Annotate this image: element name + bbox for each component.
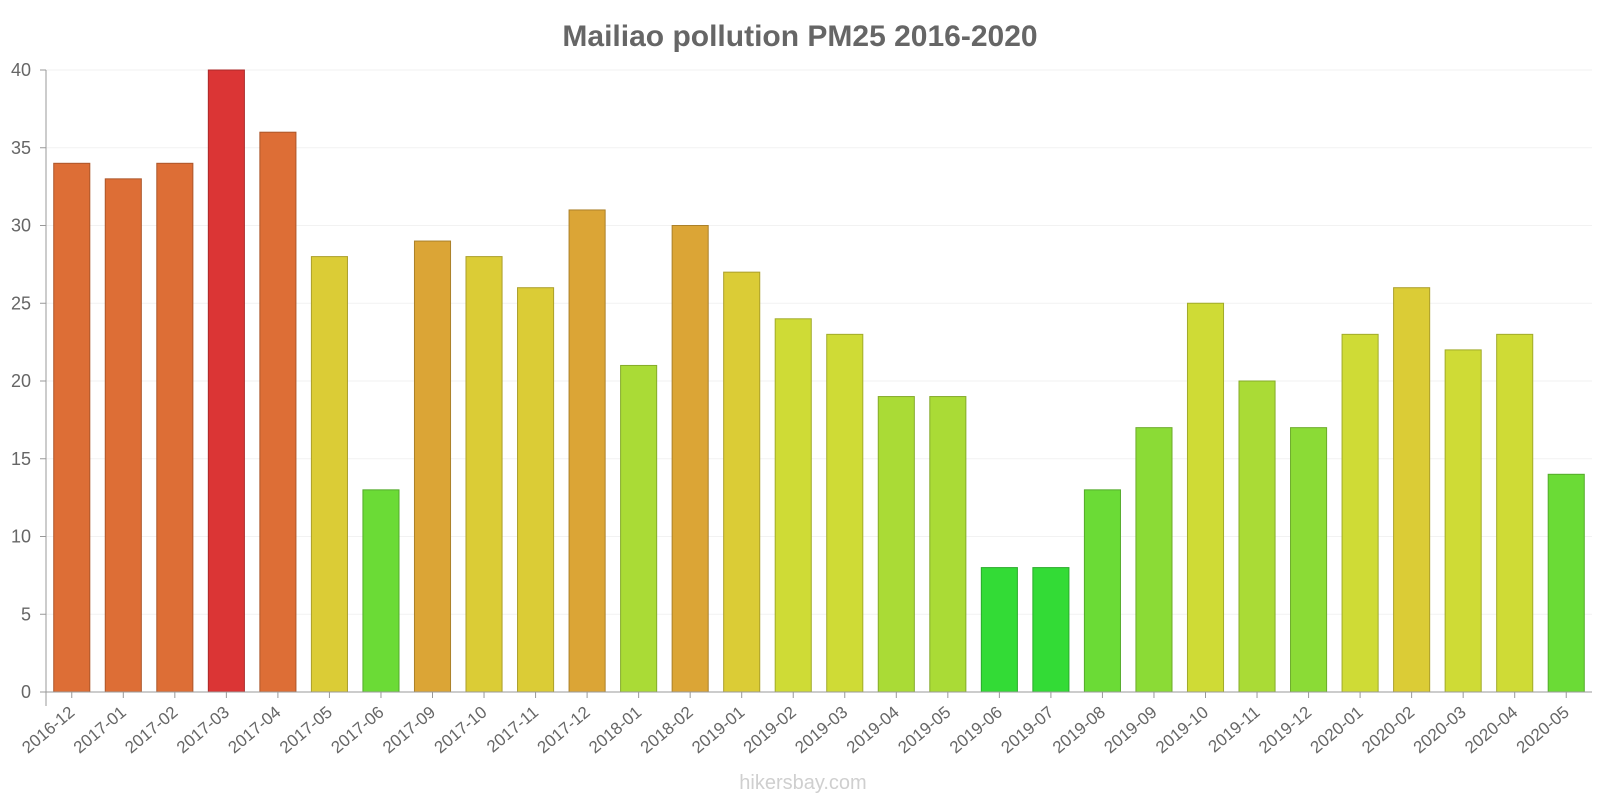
x-tick-label-2017-03: 2017-03 [173, 703, 233, 758]
x-tick-label-2020-01: 2020-01 [1307, 703, 1367, 758]
bar-2017-05 [310, 256, 348, 693]
y-tick-label-40: 40 [11, 60, 31, 80]
x-tick-label-2020-04: 2020-04 [1461, 703, 1521, 758]
bar-2020-05 [1547, 473, 1585, 693]
bar-2017-12 [568, 209, 606, 693]
bar-2017-10 [465, 256, 503, 693]
bar-2018-01 [620, 364, 658, 693]
bar-2017-01 [104, 178, 142, 693]
x-tick-label-2019-06: 2019-06 [946, 703, 1006, 758]
bar-2019-05 [929, 396, 967, 693]
x-tick-label-2017-01: 2017-01 [70, 703, 130, 758]
x-tick-label-2019-04: 2019-04 [843, 703, 903, 758]
x-tick-label-2019-02: 2019-02 [740, 703, 800, 758]
bar-2019-02 [774, 318, 812, 693]
bar-2019-08 [1083, 489, 1121, 693]
x-tick-label-2018-01: 2018-01 [585, 703, 645, 758]
y-tick-label-5: 5 [21, 604, 31, 624]
x-tick-label-2019-09: 2019-09 [1101, 703, 1161, 758]
bar-2019-11 [1238, 380, 1276, 693]
bar-2017-02 [156, 162, 194, 693]
x-axis: 2016-122017-012017-022017-032017-042017-… [18, 691, 1592, 758]
y-tick-label-35: 35 [11, 138, 31, 158]
bar-2020-01 [1341, 333, 1379, 693]
bar-2017-03 [207, 69, 245, 693]
bar-2019-03 [826, 333, 864, 693]
x-tick-label-2020-05: 2020-05 [1513, 703, 1573, 758]
bar-2019-12 [1290, 427, 1328, 693]
x-tick-label-2017-02: 2017-02 [121, 703, 181, 758]
grid-lines [46, 69, 1592, 693]
x-tick-label-2019-05: 2019-05 [894, 703, 954, 758]
y-tick-label-25: 25 [11, 293, 31, 313]
bar-2017-04 [259, 131, 297, 693]
y-tick-label-15: 15 [11, 449, 31, 469]
bar-2017-09 [413, 240, 452, 693]
y-tick-label-20: 20 [11, 371, 31, 391]
bar-2017-11 [517, 287, 555, 693]
x-tick-label-2017-09: 2017-09 [379, 703, 439, 758]
bar-2019-06 [980, 567, 1018, 693]
bar-2019-04 [877, 396, 915, 693]
x-tick-label-2019-07: 2019-07 [997, 703, 1057, 758]
y-tick-label-0: 0 [21, 682, 31, 702]
bar-2019-01 [723, 271, 761, 693]
y-axis: 0 5 10 15 20 25 30 35 40 [11, 60, 47, 706]
bar-2020-04 [1496, 333, 1534, 693]
x-tick-label-2020-03: 2020-03 [1410, 703, 1470, 758]
chart-title: Mailiao pollution PM25 2016-2020 [562, 20, 1037, 53]
x-tick-label-2019-01: 2019-01 [688, 703, 748, 758]
bar-2019-09 [1135, 427, 1173, 693]
bar-2017-06 [362, 489, 400, 693]
x-tick-label-2019-08: 2019-08 [1049, 703, 1109, 758]
bar-2019-07 [1032, 567, 1070, 693]
x-tick-label-2018-02: 2018-02 [637, 703, 697, 758]
x-tick-label-2017-04: 2017-04 [224, 703, 284, 758]
x-tick-label-2020-02: 2020-02 [1358, 703, 1418, 758]
x-tick-label-2017-10: 2017-10 [431, 703, 491, 758]
bar-2019-10 [1186, 302, 1225, 693]
bar-2020-02 [1393, 287, 1431, 693]
x-tick-label-2017-12: 2017-12 [534, 703, 594, 758]
watermark: hikersbay.com [739, 772, 866, 794]
x-tick-label-2017-05: 2017-05 [276, 703, 336, 758]
x-tick-label-2019-11: 2019-11 [1205, 703, 1264, 757]
bars [53, 69, 1585, 693]
bar-2018-02 [671, 225, 709, 693]
x-tick-label-2017-11: 2017-11 [483, 703, 542, 757]
bar-2016-12 [53, 162, 91, 693]
x-tick-label-2016-12: 2016-12 [18, 703, 78, 758]
bar-2020-03 [1444, 349, 1482, 693]
y-tick-label-30: 30 [11, 216, 31, 236]
x-tick-label-2019-03: 2019-03 [791, 703, 851, 758]
x-tick-label-2017-06: 2017-06 [328, 703, 388, 758]
x-tick-label-2019-12: 2019-12 [1255, 703, 1315, 758]
y-tick-label-10: 10 [11, 527, 31, 547]
x-tick-label-2019-10: 2019-10 [1152, 703, 1212, 758]
